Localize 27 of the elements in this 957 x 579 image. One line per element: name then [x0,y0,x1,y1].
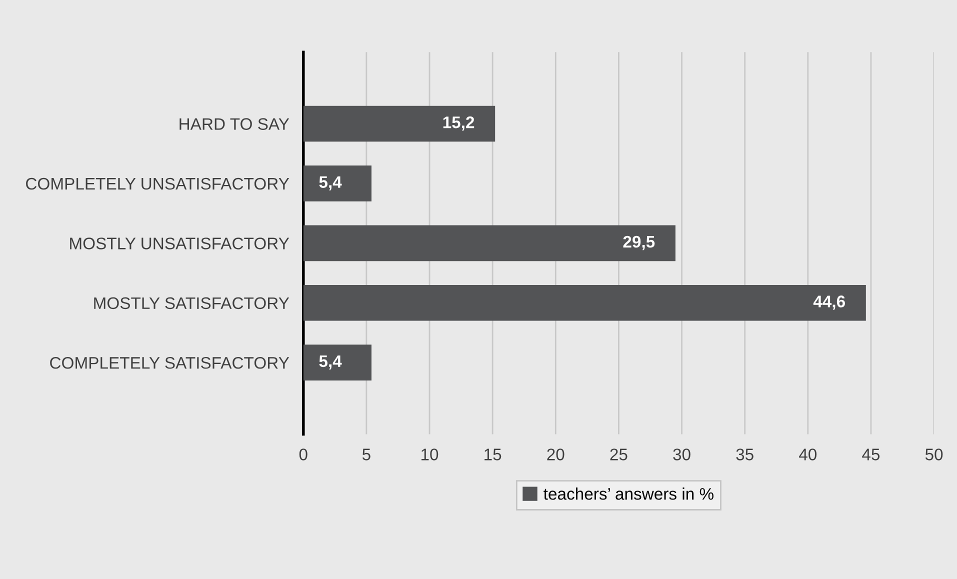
y-tick-label: MOSTLY SATISFACTORY [94,297,290,310]
data-label: 29,5 [623,236,655,250]
x-tick-label: 5 [362,448,370,460]
x-tick-label: 45 [862,448,880,460]
data-label: 44,6 [813,296,845,310]
bar [303,225,676,262]
x-tick-label: 40 [799,448,817,460]
x-tick-label: 50 [925,448,943,460]
legend-label: teachers’ answers in % [544,488,714,500]
data-label: 5,4 [319,355,342,370]
x-tick-label: 0 [299,448,308,460]
data-label: 5,4 [319,176,342,190]
y-tick-label: HARD TO SAY [180,118,290,130]
y-tick-label: MOSTLY UNSATISFACTORY [70,238,290,250]
bar [303,284,866,321]
data-label: 15,2 [443,116,474,131]
x-tick-label: 35 [736,448,754,460]
x-tick-label: 15 [484,448,502,460]
x-tick-label: 20 [547,448,564,460]
x-tick-label: 25 [610,448,628,460]
bar [303,344,372,381]
y-tick-label: COMPLETELY SATISFACTORY [50,357,290,369]
x-tick-label: 30 [673,448,690,460]
bar [303,106,496,142]
y-tick-label: COMPLETELY UNSATISFACTORY [26,178,290,190]
x-tick-label: 10 [422,448,438,460]
bar [303,166,372,202]
